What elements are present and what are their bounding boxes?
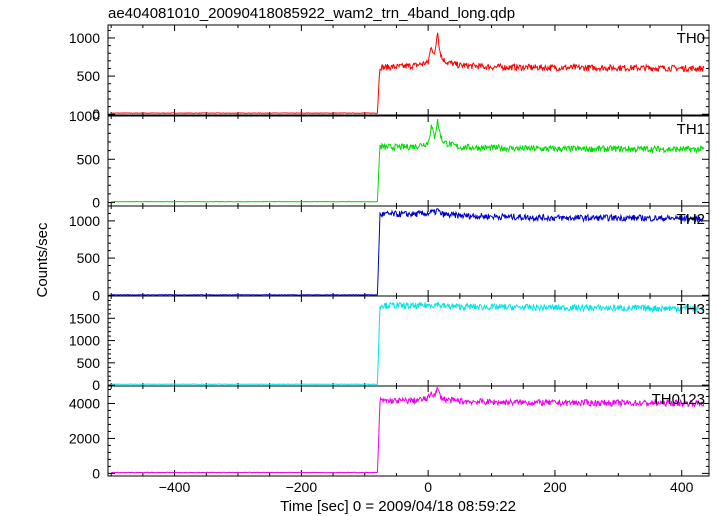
panel-frame (107, 115, 710, 207)
y-tick-label: 1500 (69, 310, 100, 326)
x-axis-label: Time [sec] 0 = 2009/04/18 08:59:22 (280, 498, 516, 515)
y-tick-label: 0 (92, 377, 100, 393)
series-line-th0123 (110, 387, 705, 474)
y-tick-label: 0 (92, 106, 100, 122)
y-tick-label: 500 (77, 68, 101, 84)
panel-th0: 0 500 1000 TH0 (69, 24, 710, 122)
panel-label: TH1 (677, 121, 705, 138)
y-tick-label: 1000 (69, 213, 100, 229)
panel-th0123: 0 2000 4000 TH0123 (69, 385, 710, 481)
y-tick-label: 1000 (69, 30, 100, 46)
y-axis-label: Counts/sec (34, 222, 51, 298)
x-tick-label: 200 (543, 479, 567, 495)
y-tick-label: 0 (92, 287, 100, 303)
panel-frame (107, 24, 710, 116)
x-axis: −400 −200 0 200 400 (159, 479, 694, 495)
panel-th2: 0 500 1000 TH2 (69, 205, 710, 303)
panel-label: TH3 (677, 301, 705, 318)
y-tick-label: 2000 (69, 430, 100, 446)
panels: 0 500 1000 TH0 0 500 1000 TH1 0 500 1000 TH2 0 500 100… (69, 24, 710, 481)
y-tick-label: 500 (77, 151, 101, 167)
panel-th1: 0 500 1000 TH1 (69, 108, 710, 211)
panel-label: TH2 (677, 211, 705, 228)
chart-title: ae404081010_20090418085922_wam2_trn_4ban… (108, 5, 515, 22)
y-tick-label: 1000 (69, 333, 100, 349)
y-tick-label: 0 (92, 195, 100, 211)
y-tick-label: 0 (92, 465, 100, 481)
y-tick-label: 1000 (69, 108, 100, 124)
series-line-th0 (110, 32, 705, 114)
y-tick-label: 500 (77, 250, 101, 266)
x-tick-label: −400 (159, 479, 191, 495)
panel-label: TH0123 (652, 391, 705, 408)
x-tick-label: 400 (670, 479, 694, 495)
y-tick-label: 4000 (69, 395, 100, 411)
x-tick-label: −200 (286, 479, 318, 495)
panel-th3: 0 500 1000 1500 TH3 (69, 295, 710, 393)
y-tick-label: 500 (77, 355, 101, 371)
series-line-th1 (111, 119, 705, 203)
series-line-th2 (111, 208, 705, 296)
series-line-th3 (111, 301, 705, 386)
panel-frame (107, 205, 710, 297)
x-tick-label: 0 (424, 479, 432, 495)
panel-label: TH0 (677, 30, 705, 47)
